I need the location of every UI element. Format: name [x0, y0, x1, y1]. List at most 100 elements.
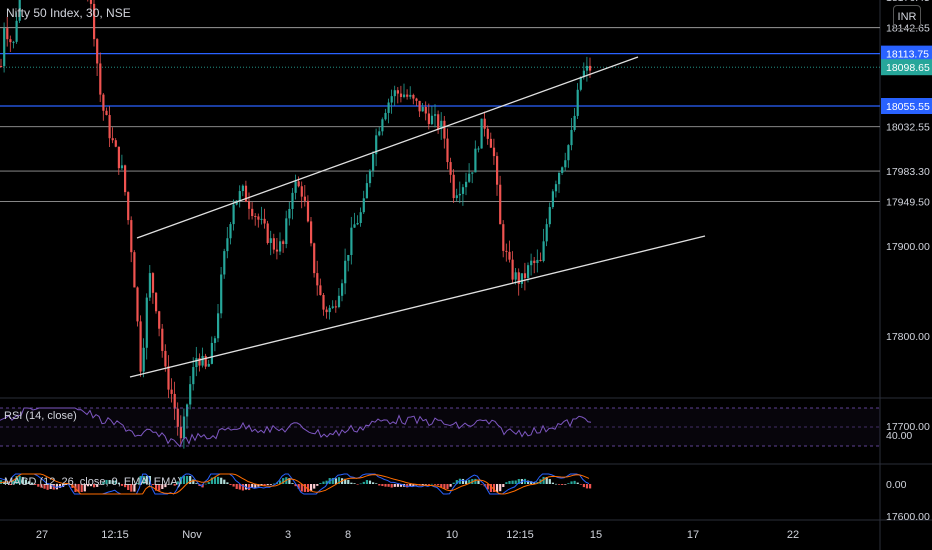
candle-body — [427, 113, 430, 125]
chart-title: Nifty 50 Index, 30, NSE — [6, 6, 131, 20]
candle-body — [251, 208, 254, 217]
candle-body — [399, 93, 403, 97]
macd-histogram-bar — [0, 480, 3, 484]
candle-body — [390, 96, 393, 103]
macd-histogram-bar — [412, 484, 415, 487]
macd-histogram-bar — [582, 484, 585, 488]
macd-histogram-bar — [21, 477, 24, 484]
candle-body — [496, 156, 499, 185]
macd-histogram-bar — [15, 476, 18, 484]
macd-histogram-bar — [34, 484, 37, 485]
candle-body — [232, 204, 235, 225]
macd-histogram-bar — [548, 479, 551, 484]
macd-histogram-bar — [86, 484, 89, 487]
macd-histogram-bar — [105, 479, 108, 484]
candle-body — [576, 89, 579, 116]
macd-histogram-bar — [533, 482, 536, 484]
macd-histogram-bar — [43, 484, 46, 489]
macd-histogram-bar — [220, 477, 223, 484]
price-level-label: 18055.55 — [886, 101, 930, 113]
channel-trendlines — [129, 56, 706, 378]
time-tick-label: Nov — [182, 529, 202, 541]
candle-body — [483, 118, 486, 129]
currency-button[interactable]: INR — [893, 5, 921, 29]
candle-body — [393, 90, 396, 97]
macd-histogram-bar — [502, 484, 505, 487]
macd-histogram-bar — [567, 483, 570, 484]
candle-body — [310, 221, 313, 244]
candle-body — [223, 251, 226, 275]
macd-histogram-bar — [114, 480, 117, 484]
time-tick-label: 8 — [345, 529, 351, 541]
candle-body — [226, 238, 229, 252]
candle-body — [108, 115, 111, 139]
candle-body — [403, 94, 406, 97]
candle-body — [213, 338, 217, 343]
candle-body — [130, 220, 133, 253]
candle-body — [486, 128, 489, 139]
macd-histogram-bar — [362, 481, 365, 484]
candle-body — [461, 187, 465, 194]
macd-histogram-bar — [161, 484, 164, 489]
candle-body — [558, 172, 561, 185]
macd-histogram-bar — [434, 484, 437, 485]
candle-body — [418, 100, 421, 112]
candle-body — [248, 201, 251, 209]
macd-histogram-bar — [217, 476, 220, 484]
macd-histogram-bar — [279, 480, 282, 484]
candle-body — [443, 120, 446, 139]
macd-histogram-bar — [344, 478, 347, 484]
macd-histogram-bar — [213, 477, 217, 484]
candle-body — [449, 162, 452, 175]
macd-histogram-bar — [266, 484, 269, 486]
macd-histogram-bar — [564, 484, 567, 485]
macd-histogram-bar — [489, 484, 492, 492]
candle-body — [446, 138, 449, 163]
lower-channel-line — [129, 235, 706, 378]
macd-histogram-bar — [390, 484, 393, 488]
candle-body — [359, 212, 362, 223]
macd-histogram-bar — [145, 476, 148, 484]
macd-histogram-bar — [89, 484, 93, 487]
macd-histogram-bar — [396, 484, 399, 487]
candle-body — [368, 170, 372, 184]
candle-body — [502, 224, 505, 251]
macd-histogram-bar — [46, 484, 49, 490]
time-tick-label: 15 — [590, 529, 602, 541]
macd-histogram-bar — [545, 476, 548, 484]
candle-body — [269, 238, 272, 243]
candle-body — [471, 172, 474, 174]
macd-histogram-bar — [527, 480, 530, 484]
candle-body — [356, 222, 359, 225]
candle-body — [536, 259, 539, 264]
macd-histogram-bar — [440, 484, 443, 488]
macd-histogram-bar — [514, 480, 517, 484]
price-level-label: 18113.75 — [886, 49, 929, 61]
macd-histogram-bar — [474, 478, 477, 484]
macd-histogram-bar — [573, 480, 576, 484]
macd-histogram-bar — [93, 484, 96, 488]
rsi-pane — [0, 407, 880, 448]
macd-histogram-bar — [387, 484, 390, 487]
candle-body — [164, 350, 167, 367]
candle-body — [186, 404, 189, 417]
macd-histogram-bar — [80, 484, 83, 492]
candle-body — [477, 148, 480, 150]
candle-body — [3, 28, 6, 67]
candle-body — [155, 292, 158, 312]
macd-histogram-bar — [37, 484, 40, 487]
candle-body — [170, 389, 173, 394]
macd-histogram-bar — [117, 482, 120, 484]
candle-body — [325, 309, 328, 313]
candle-body — [384, 112, 387, 120]
candle-body — [102, 94, 105, 111]
macd-histogram-bar — [288, 478, 291, 484]
candle-body — [105, 110, 108, 116]
macd-histogram-bar — [124, 484, 127, 488]
macd-histogram-bar — [570, 481, 573, 484]
candle-body — [241, 185, 244, 192]
candle-body — [145, 297, 148, 348]
macd-histogram-bar — [424, 484, 427, 485]
